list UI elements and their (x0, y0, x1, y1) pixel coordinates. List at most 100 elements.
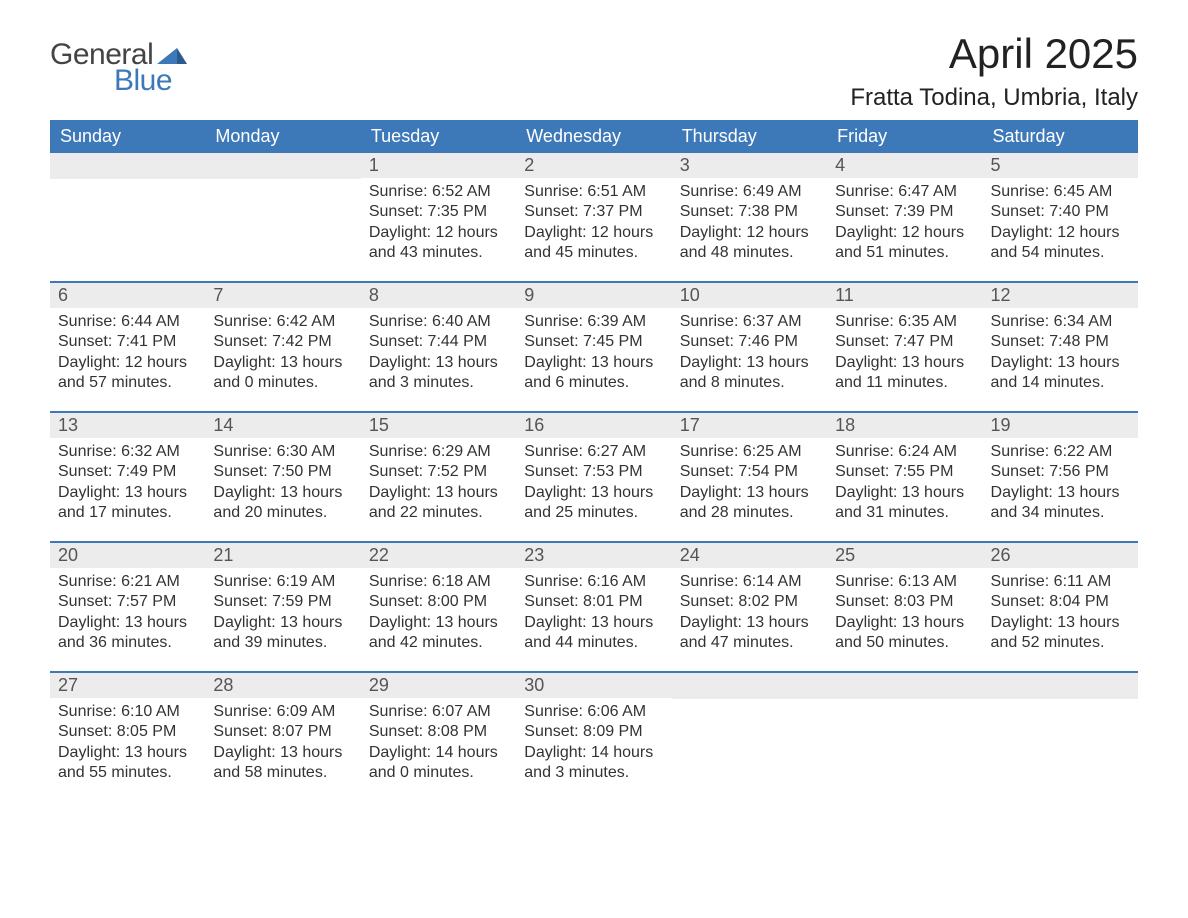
sunset-line: Sunset: 7:38 PM (680, 202, 819, 222)
calendar-day (983, 673, 1138, 801)
sunset-line: Sunset: 8:02 PM (680, 592, 819, 612)
calendar-day: 20Sunrise: 6:21 AMSunset: 7:57 PMDayligh… (50, 543, 205, 671)
sunset-line: Sunset: 7:46 PM (680, 332, 819, 352)
sunset-line: Sunset: 7:54 PM (680, 462, 819, 482)
weekday-header: Wednesday (516, 120, 671, 153)
sunrise-line: Sunrise: 6:39 AM (524, 312, 663, 332)
calendar-day: 24Sunrise: 6:14 AMSunset: 8:02 PMDayligh… (672, 543, 827, 671)
calendar-day (827, 673, 982, 801)
calendar-day: 9Sunrise: 6:39 AMSunset: 7:45 PMDaylight… (516, 283, 671, 411)
sunset-line: Sunset: 7:59 PM (213, 592, 352, 612)
day-body: Sunrise: 6:44 AMSunset: 7:41 PMDaylight:… (50, 308, 205, 402)
calendar-day: 8Sunrise: 6:40 AMSunset: 7:44 PMDaylight… (361, 283, 516, 411)
day-body: Sunrise: 6:19 AMSunset: 7:59 PMDaylight:… (205, 568, 360, 662)
sunrise-line: Sunrise: 6:45 AM (991, 182, 1130, 202)
calendar-day: 3Sunrise: 6:49 AMSunset: 7:38 PMDaylight… (672, 153, 827, 281)
day-body: Sunrise: 6:16 AMSunset: 8:01 PMDaylight:… (516, 568, 671, 662)
day-body: Sunrise: 6:22 AMSunset: 7:56 PMDaylight:… (983, 438, 1138, 532)
day-body: Sunrise: 6:10 AMSunset: 8:05 PMDaylight:… (50, 698, 205, 792)
day-body: Sunrise: 6:24 AMSunset: 7:55 PMDaylight:… (827, 438, 982, 532)
day-number: 7 (205, 283, 360, 308)
day-body: Sunrise: 6:34 AMSunset: 7:48 PMDaylight:… (983, 308, 1138, 402)
calendar-week: 20Sunrise: 6:21 AMSunset: 7:57 PMDayligh… (50, 541, 1138, 671)
weekday-header: Thursday (672, 120, 827, 153)
day-number: 15 (361, 413, 516, 438)
daylight-line: Daylight: 12 hours and 51 minutes. (835, 223, 974, 264)
sunset-line: Sunset: 7:53 PM (524, 462, 663, 482)
day-number: 6 (50, 283, 205, 308)
calendar: SundayMondayTuesdayWednesdayThursdayFrid… (50, 120, 1138, 801)
day-body: Sunrise: 6:18 AMSunset: 8:00 PMDaylight:… (361, 568, 516, 662)
sunrise-line: Sunrise: 6:37 AM (680, 312, 819, 332)
sunrise-line: Sunrise: 6:09 AM (213, 702, 352, 722)
daylight-line: Daylight: 13 hours and 28 minutes. (680, 483, 819, 524)
day-body: Sunrise: 6:14 AMSunset: 8:02 PMDaylight:… (672, 568, 827, 662)
location: Fratta Todina, Umbria, Italy (850, 84, 1138, 112)
weekday-header-row: SundayMondayTuesdayWednesdayThursdayFrid… (50, 120, 1138, 153)
day-number: 26 (983, 543, 1138, 568)
calendar-day: 13Sunrise: 6:32 AMSunset: 7:49 PMDayligh… (50, 413, 205, 541)
day-number: 20 (50, 543, 205, 568)
sunrise-line: Sunrise: 6:19 AM (213, 572, 352, 592)
sunset-line: Sunset: 8:04 PM (991, 592, 1130, 612)
day-number: 28 (205, 673, 360, 698)
day-body: Sunrise: 6:30 AMSunset: 7:50 PMDaylight:… (205, 438, 360, 532)
day-number: 8 (361, 283, 516, 308)
sunrise-line: Sunrise: 6:18 AM (369, 572, 508, 592)
day-body: Sunrise: 6:07 AMSunset: 8:08 PMDaylight:… (361, 698, 516, 792)
header: General Blue April 2025 Fratta Todina, U… (50, 20, 1138, 112)
sunset-line: Sunset: 7:40 PM (991, 202, 1130, 222)
day-number: 16 (516, 413, 671, 438)
day-number: 19 (983, 413, 1138, 438)
sunrise-line: Sunrise: 6:16 AM (524, 572, 663, 592)
sunset-line: Sunset: 8:01 PM (524, 592, 663, 612)
day-body: Sunrise: 6:42 AMSunset: 7:42 PMDaylight:… (205, 308, 360, 402)
calendar-day (50, 153, 205, 281)
calendar-day: 25Sunrise: 6:13 AMSunset: 8:03 PMDayligh… (827, 543, 982, 671)
sunrise-line: Sunrise: 6:35 AM (835, 312, 974, 332)
day-number: 14 (205, 413, 360, 438)
day-number: 11 (827, 283, 982, 308)
day-number: 12 (983, 283, 1138, 308)
sunset-line: Sunset: 7:35 PM (369, 202, 508, 222)
weekday-header: Saturday (983, 120, 1138, 153)
day-body: Sunrise: 6:29 AMSunset: 7:52 PMDaylight:… (361, 438, 516, 532)
sunrise-line: Sunrise: 6:14 AM (680, 572, 819, 592)
daylight-line: Daylight: 13 hours and 42 minutes. (369, 613, 508, 654)
day-number (827, 673, 982, 699)
daylight-line: Daylight: 12 hours and 57 minutes. (58, 353, 197, 394)
day-body: Sunrise: 6:13 AMSunset: 8:03 PMDaylight:… (827, 568, 982, 662)
day-number: 9 (516, 283, 671, 308)
sunset-line: Sunset: 7:56 PM (991, 462, 1130, 482)
sunset-line: Sunset: 7:39 PM (835, 202, 974, 222)
sunset-line: Sunset: 7:49 PM (58, 462, 197, 482)
sunrise-line: Sunrise: 6:30 AM (213, 442, 352, 462)
weekday-header: Monday (205, 120, 360, 153)
daylight-line: Daylight: 13 hours and 8 minutes. (680, 353, 819, 394)
calendar-day (205, 153, 360, 281)
sunset-line: Sunset: 7:44 PM (369, 332, 508, 352)
day-number: 21 (205, 543, 360, 568)
day-number: 1 (361, 153, 516, 178)
day-number: 23 (516, 543, 671, 568)
daylight-line: Daylight: 13 hours and 58 minutes. (213, 743, 352, 784)
sunrise-line: Sunrise: 6:29 AM (369, 442, 508, 462)
calendar-day: 15Sunrise: 6:29 AMSunset: 7:52 PMDayligh… (361, 413, 516, 541)
day-body: Sunrise: 6:39 AMSunset: 7:45 PMDaylight:… (516, 308, 671, 402)
sunset-line: Sunset: 7:52 PM (369, 462, 508, 482)
sunset-line: Sunset: 8:03 PM (835, 592, 974, 612)
calendar-day: 19Sunrise: 6:22 AMSunset: 7:56 PMDayligh… (983, 413, 1138, 541)
calendar-day: 23Sunrise: 6:16 AMSunset: 8:01 PMDayligh… (516, 543, 671, 671)
sunrise-line: Sunrise: 6:49 AM (680, 182, 819, 202)
sunrise-line: Sunrise: 6:11 AM (991, 572, 1130, 592)
calendar-day: 26Sunrise: 6:11 AMSunset: 8:04 PMDayligh… (983, 543, 1138, 671)
calendar-day: 12Sunrise: 6:34 AMSunset: 7:48 PMDayligh… (983, 283, 1138, 411)
day-body: Sunrise: 6:37 AMSunset: 7:46 PMDaylight:… (672, 308, 827, 402)
weekday-header: Sunday (50, 120, 205, 153)
daylight-line: Daylight: 13 hours and 11 minutes. (835, 353, 974, 394)
daylight-line: Daylight: 12 hours and 48 minutes. (680, 223, 819, 264)
daylight-line: Daylight: 13 hours and 31 minutes. (835, 483, 974, 524)
calendar-week: 13Sunrise: 6:32 AMSunset: 7:49 PMDayligh… (50, 411, 1138, 541)
day-number: 27 (50, 673, 205, 698)
calendar-day: 6Sunrise: 6:44 AMSunset: 7:41 PMDaylight… (50, 283, 205, 411)
